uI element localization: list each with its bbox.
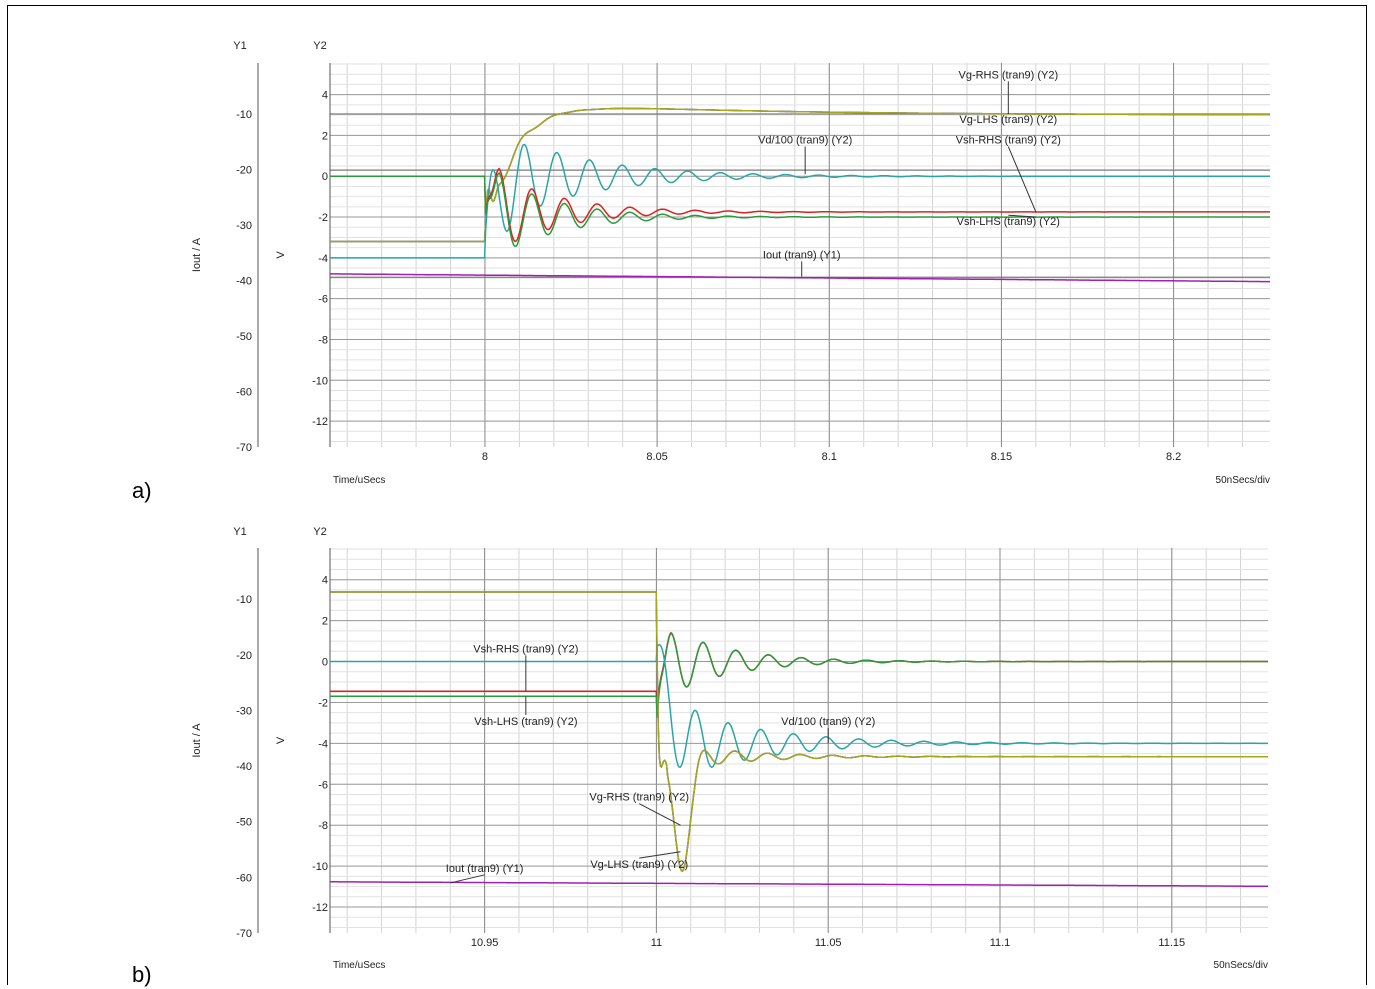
series-line (330, 881, 1268, 888)
y1-tick-label: -10 (236, 109, 252, 121)
y1-tick-label: -50 (236, 817, 252, 829)
series-label: Vd/100 (tran9) (Y2) (758, 135, 852, 147)
y2-tick-label: -8 (318, 820, 328, 832)
series-leader-line (639, 851, 681, 859)
series-label: Iout (tran9) (Y1) (763, 249, 841, 261)
x-tick-label: 11.15 (1158, 937, 1185, 949)
x-axis-label: Time/uSecs (333, 475, 385, 486)
series-line (330, 273, 1270, 283)
y2-tick-label: 0 (322, 657, 328, 669)
y2-tick-label: -4 (318, 253, 328, 265)
y2-header: Y2 (313, 526, 326, 538)
y2-tick-label: 2 (322, 616, 328, 628)
y1-tick-label: -10 (236, 594, 252, 606)
y2-tick-label: 4 (322, 90, 328, 102)
series-line (330, 143, 1270, 259)
series-label: Vsh-LHS (tran9) (Y2) (474, 716, 577, 728)
x-tick-label: 11.05 (815, 937, 842, 949)
series-label: Vsh-LHS (tran9) (Y2) (957, 216, 1060, 228)
series-line (330, 107, 1270, 243)
y2-tick-label: 4 (322, 575, 328, 587)
y1-tick-label: -40 (236, 761, 252, 773)
y2-tick-label: 2 (322, 130, 328, 142)
y1-tick-label: -20 (236, 650, 252, 662)
series-label: Vg-LHS (tran9) (Y2) (590, 859, 688, 871)
x-tick-label: 8 (482, 451, 488, 463)
y1-header: Y1 (233, 40, 246, 52)
y2-tick-label: -6 (318, 779, 328, 791)
y2-tick-label: -4 (318, 738, 328, 750)
series-line (330, 631, 1268, 714)
series-leader-line (1007, 146, 1037, 213)
series-line (330, 171, 1270, 248)
y2-tick-label: -2 (318, 212, 328, 224)
series-leader-line (638, 803, 681, 826)
x-scale-note: 50nSecs/div (1216, 475, 1270, 486)
series-label: Vsh-RHS (tran9) (Y2) (956, 135, 1061, 147)
y2-tick-label: 0 (322, 171, 328, 183)
x-tick-label: 8.15 (991, 451, 1012, 463)
series-label: Vsh-RHS (tran9) (Y2) (473, 643, 578, 655)
y1-tick-label: -70 (236, 442, 252, 454)
x-tick-label: 8.2 (1166, 451, 1181, 463)
series-line (330, 643, 1268, 768)
y1-axis-label: Iout / A (191, 723, 203, 758)
series-label: Vg-RHS (tran9) (Y2) (589, 792, 689, 804)
y1-header: Y1 (233, 526, 246, 538)
y1-tick-label: -50 (236, 331, 252, 343)
y1-tick-label: -60 (236, 872, 252, 884)
x-tick-label: 8.1 (822, 451, 837, 463)
series-label: Vd/100 (tran9) (Y2) (781, 716, 875, 728)
grid (330, 548, 1268, 933)
y2-tick-label: -10 (312, 375, 328, 387)
series-line (330, 591, 1268, 873)
series-leader-line (450, 874, 485, 884)
series-label: Iout (tran9) (Y1) (446, 863, 524, 875)
y1-tick-label: -70 (236, 928, 252, 940)
series-line (330, 167, 1270, 243)
y2-tick-label: -6 (318, 294, 328, 306)
y2-axis-label: V (275, 251, 287, 259)
x-axis-label: Time/uSecs (333, 960, 385, 971)
y1-axis-label: Iout / A (191, 237, 203, 272)
y1-tick-label: -60 (236, 387, 252, 399)
series-line (330, 107, 1270, 243)
y2-tick-label: -12 (312, 416, 328, 428)
x-scale-note: 50nSecs/div (1214, 960, 1268, 971)
y1-tick-label: -30 (236, 705, 252, 717)
panel-b-letter: b) (132, 962, 152, 987)
x-tick-label: 11 (651, 937, 662, 949)
y2-axis-label: V (275, 736, 287, 744)
panel-a-letter: a) (132, 478, 152, 503)
y1-tick-label: -40 (236, 276, 252, 288)
x-tick-label: 10.95 (471, 937, 499, 949)
y1-tick-label: -30 (236, 220, 252, 232)
x-tick-label: 8.05 (646, 451, 667, 463)
y2-tick-label: -12 (312, 902, 328, 914)
series-line (330, 591, 1268, 873)
series-label: Vg-RHS (tran9) (Y2) (958, 69, 1058, 81)
series-label: Vg-LHS (tran9) (Y2) (959, 114, 1057, 126)
y1-tick-label: -20 (236, 165, 252, 177)
figure-frame (7, 5, 1367, 985)
series-line (330, 632, 1268, 718)
y2-tick-label: -8 (318, 334, 328, 346)
y2-header: Y2 (313, 40, 326, 52)
y2-tick-label: -2 (318, 697, 328, 709)
x-tick-label: 11.1 (990, 937, 1011, 949)
y2-tick-label: -10 (312, 861, 328, 873)
series-leader-line (1008, 214, 1036, 218)
